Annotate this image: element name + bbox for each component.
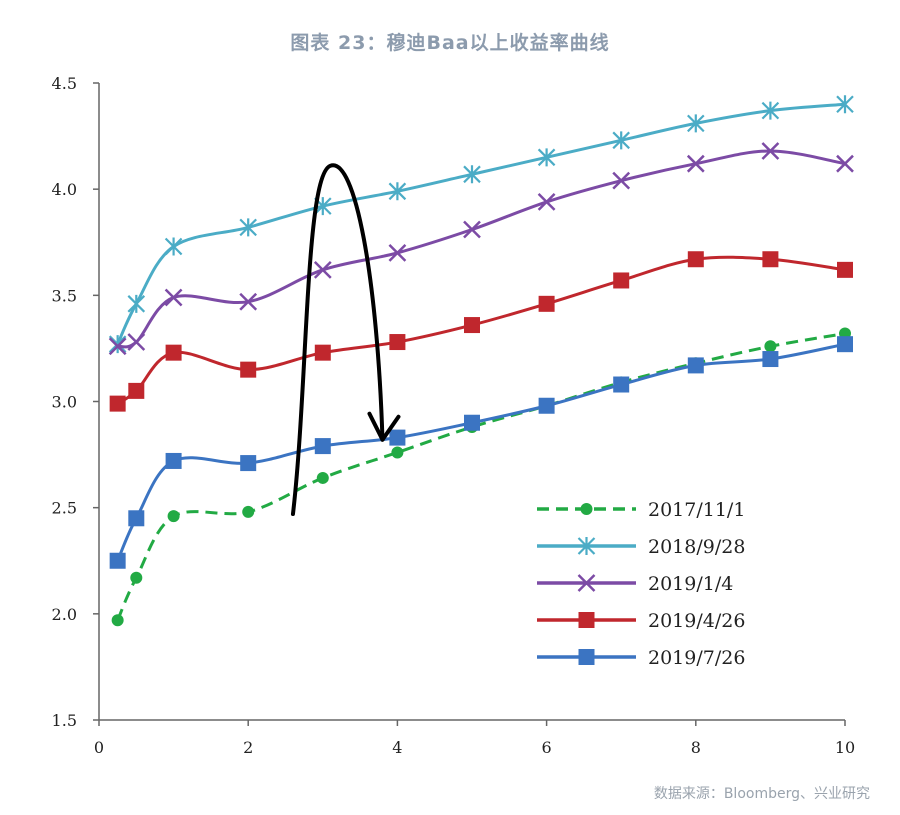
data-point [242, 505, 255, 518]
legend-label: 2019/4/26 [648, 610, 745, 632]
series-2017-11-1 [111, 327, 851, 627]
data-point [463, 165, 481, 184]
data-point [762, 351, 779, 368]
data-point [389, 334, 406, 351]
series-2019-4-26 [109, 251, 853, 412]
x-tick-label: 10 [835, 738, 855, 757]
legend-swatch-marker [577, 574, 596, 592]
data-point [761, 101, 780, 120]
y-tick-label: 3.5 [52, 286, 77, 305]
legend-label: 2017/11/1 [648, 499, 745, 521]
data-point [837, 261, 853, 278]
data-point [463, 220, 481, 239]
data-point [464, 414, 480, 431]
data-point [314, 438, 331, 455]
legend-item: 2019/7/26 [537, 647, 745, 669]
series-2019-1-4 [108, 142, 854, 356]
x-tick-label: 2 [243, 738, 253, 757]
data-point [389, 429, 406, 446]
x-tick-label: 0 [94, 738, 104, 757]
data-point [313, 260, 332, 279]
data-point [165, 452, 182, 469]
data-point [111, 614, 124, 627]
data-point [165, 344, 182, 361]
legend-label: 2019/7/26 [648, 647, 745, 669]
legend: 2017/11/1 2018/9/28 2019/1/4 2019/4/26 2019/… [537, 499, 745, 669]
data-point [239, 292, 258, 311]
legend-item: 2019/4/26 [537, 610, 745, 632]
legend-label: 2018/9/28 [648, 536, 745, 558]
series-2019-7-26 [109, 336, 853, 569]
data-point [464, 317, 480, 334]
data-point [316, 471, 329, 484]
data-point [109, 552, 126, 569]
y-tick-label: 2.0 [52, 605, 77, 624]
data-point [164, 237, 183, 256]
data-point [686, 154, 705, 173]
annotation-arrow [290, 163, 385, 517]
legend-item: 2019/1/4 [537, 573, 733, 595]
x-tick-label: 4 [392, 738, 402, 757]
data-point [538, 295, 555, 312]
data-point [239, 218, 257, 237]
data-point [538, 397, 555, 414]
data-point [537, 193, 556, 211]
data-point [836, 154, 854, 173]
series-line [116, 342, 846, 562]
legend-swatch-marker [580, 503, 593, 515]
data-point [764, 340, 777, 353]
y-tick-label: 4.0 [52, 180, 77, 199]
data-point [127, 294, 146, 313]
series-2018-9-28 [108, 95, 854, 354]
series-line [117, 149, 846, 349]
y-tick-label: 1.5 [52, 711, 77, 730]
data-point [128, 510, 145, 527]
data-point [687, 357, 704, 374]
data-point [240, 361, 257, 378]
data-point [762, 251, 779, 268]
data-point [128, 382, 145, 399]
data-point [388, 182, 407, 201]
data-point [388, 243, 407, 262]
legend-label: 2019/1/4 [648, 573, 733, 595]
data-point [687, 114, 705, 133]
data-point [612, 131, 630, 150]
series-line [116, 332, 846, 621]
data-point [314, 344, 331, 361]
data-point [613, 376, 630, 393]
x-tick-label: 6 [542, 738, 552, 757]
y-tick-label: 4.5 [52, 74, 77, 93]
data-point [613, 272, 630, 289]
data-point [109, 395, 126, 412]
data-point [537, 148, 556, 167]
x-tick-label: 8 [691, 738, 701, 757]
legend-item: 2017/11/1 [537, 499, 745, 521]
legend-swatch-marker [577, 537, 596, 555]
source-note: 数据来源：Bloomberg、兴业研究 [653, 786, 870, 802]
legend-swatch-marker [578, 612, 595, 628]
legend-swatch-marker [578, 649, 595, 665]
y-tick-label: 2.5 [52, 499, 77, 518]
data-point [240, 455, 257, 472]
series-line [116, 102, 846, 345]
annotation-arrowhead [367, 411, 401, 442]
series-line [116, 255, 846, 405]
data-point [167, 510, 180, 523]
data-point [687, 251, 704, 268]
y-tick-label: 3.0 [52, 393, 77, 412]
data-point [761, 142, 780, 160]
data-point [164, 288, 183, 307]
data-point [612, 171, 631, 190]
data-point [127, 333, 146, 351]
data-point [837, 336, 853, 353]
data-point [108, 335, 127, 354]
data-point [130, 571, 143, 584]
chart-title: 图表 23：穆迪Baa以上收益率曲线 [290, 32, 610, 54]
legend-item: 2018/9/28 [537, 536, 745, 558]
data-point [108, 337, 127, 356]
data-point [836, 95, 854, 114]
data-point [391, 446, 404, 459]
